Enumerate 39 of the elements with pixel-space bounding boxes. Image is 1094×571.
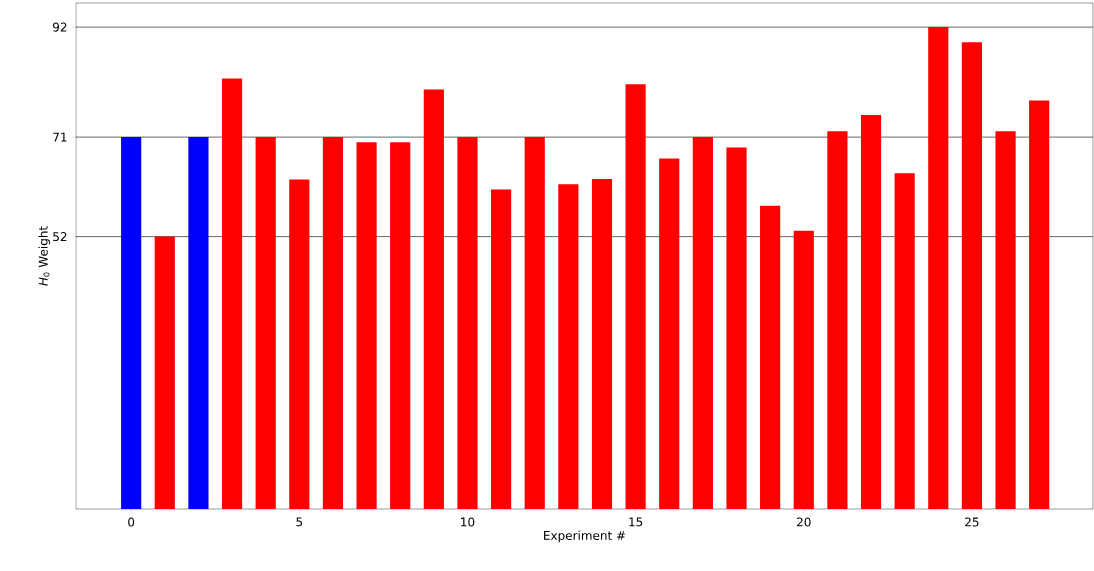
bar [289, 179, 310, 509]
x-tick-label: 15 [629, 517, 643, 527]
bar [894, 173, 915, 509]
x-tick-label: 0 [128, 517, 135, 527]
bar [995, 131, 1016, 509]
x-tick-label: 20 [797, 517, 811, 527]
bar [390, 142, 411, 509]
x-tick-label: 10 [461, 517, 475, 527]
bar [793, 230, 814, 509]
x-tick-label: 5 [296, 517, 303, 527]
y-tick-label: 71 [53, 132, 67, 142]
bar [591, 179, 613, 509]
y-tick-label: 52 [53, 232, 67, 242]
bar [558, 184, 579, 509]
bar [524, 137, 545, 509]
bar [625, 84, 646, 509]
bar [491, 189, 512, 509]
bar [860, 115, 882, 509]
x-tick-label: 25 [965, 517, 979, 527]
x-axis-title: Experiment # [544, 530, 626, 543]
bar [726, 147, 747, 509]
bar [255, 137, 276, 509]
bar [121, 137, 142, 509]
bar [827, 131, 848, 509]
bar [659, 158, 680, 509]
bar [457, 137, 478, 509]
bar [760, 205, 781, 509]
bar [322, 137, 344, 509]
y-axis-title: H$_{0}$ Weight [38, 226, 51, 286]
bar [356, 142, 377, 509]
bar [1029, 100, 1050, 509]
y-tick-label: 92 [53, 22, 67, 32]
bar [154, 236, 175, 509]
bar [221, 78, 243, 509]
bar [188, 137, 209, 509]
bar [423, 89, 444, 509]
bar [961, 42, 983, 509]
bar [928, 27, 949, 509]
bar [692, 137, 713, 509]
